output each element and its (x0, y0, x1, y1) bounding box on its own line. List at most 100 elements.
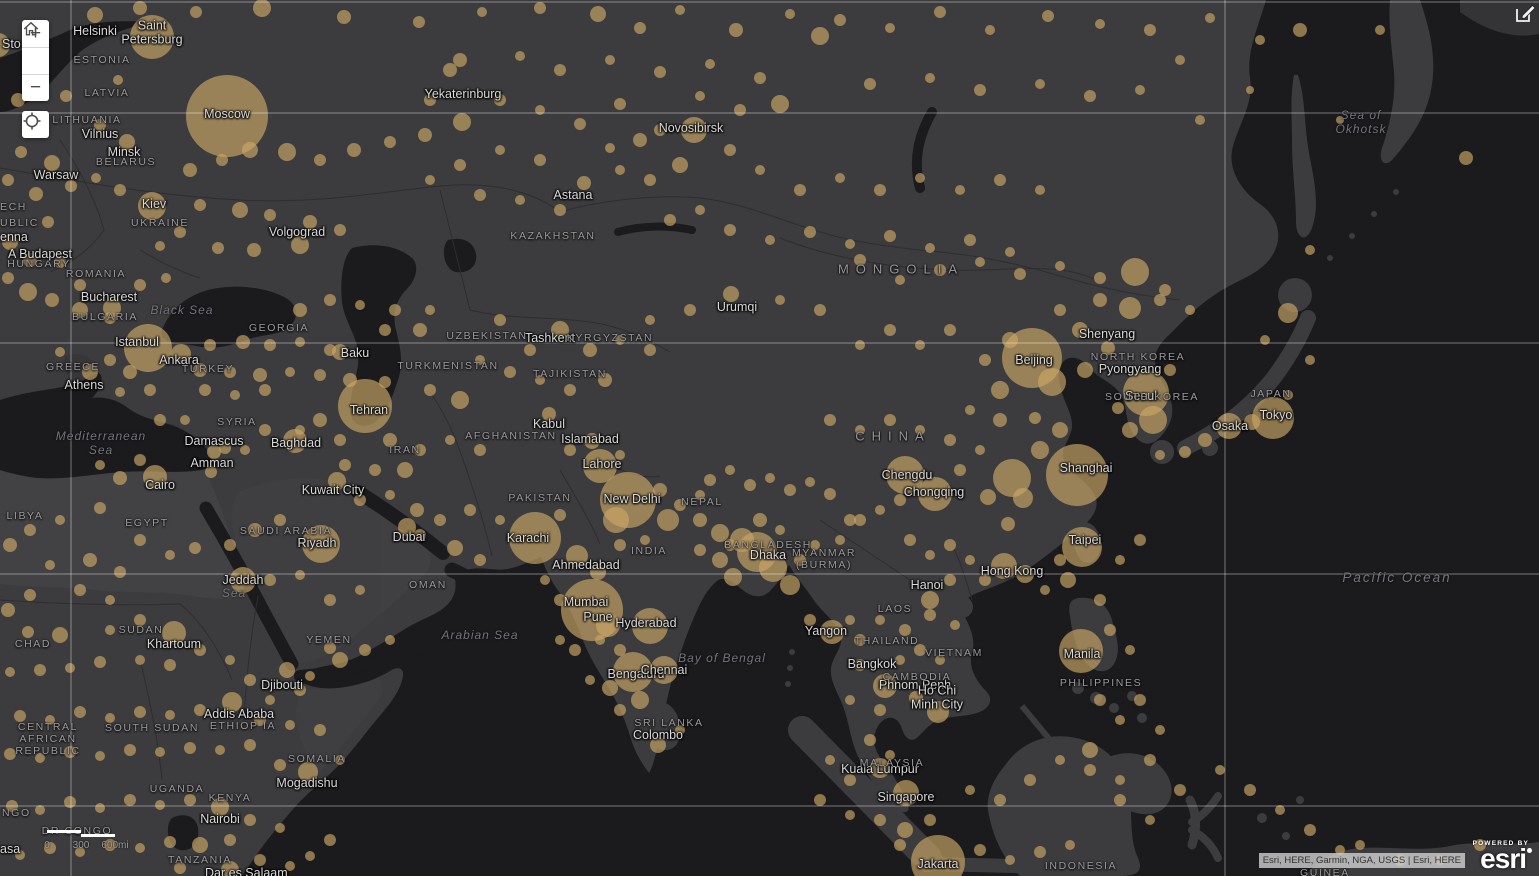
city-population-bubble[interactable] (615, 335, 625, 345)
city-population-bubble[interactable] (45, 715, 55, 725)
city-population-bubble[interactable] (305, 671, 315, 681)
city-population-bubble[interactable] (253, 368, 267, 382)
city-population-bubble[interactable] (1119, 297, 1141, 319)
city-population-bubble[interactable] (1059, 629, 1103, 673)
city-population-bubble[interactable] (264, 209, 276, 221)
city-population-bubble[interactable] (1055, 755, 1065, 765)
city-population-bubble[interactable] (389, 304, 401, 316)
city-population-bubble[interactable] (1125, 645, 1135, 655)
city-population-bubble[interactable] (820, 620, 844, 644)
city-population-bubble[interactable] (870, 758, 890, 778)
city-population-bubble[interactable] (886, 456, 924, 494)
city-population-bubble[interactable] (723, 286, 739, 302)
city-population-bubble[interactable] (385, 635, 395, 645)
city-population-bubble[interactable] (884, 414, 896, 426)
city-population-bubble[interactable] (91, 173, 101, 183)
city-population-bubble[interactable] (893, 780, 919, 806)
city-population-bubble[interactable] (275, 823, 285, 833)
city-population-bubble[interactable] (494, 314, 506, 326)
city-population-bubble[interactable] (844, 514, 856, 526)
city-population-bubble[interactable] (1335, 845, 1345, 855)
city-population-bubble[interactable] (495, 515, 505, 525)
city-population-bubble[interactable] (55, 347, 65, 357)
city-population-bubble[interactable] (1175, 55, 1185, 65)
city-population-bubble[interactable] (1260, 335, 1270, 345)
city-population-bubble[interactable] (935, 655, 945, 665)
city-population-bubble[interactable] (14, 710, 26, 722)
city-population-bubble[interactable] (724, 568, 742, 586)
city-population-bubble[interactable] (194, 199, 206, 211)
city-population-bubble[interactable] (1082, 742, 1098, 758)
city-population-bubble[interactable] (240, 445, 250, 455)
city-population-bubble[interactable] (897, 822, 913, 838)
city-population-bubble[interactable] (72, 302, 88, 318)
city-population-bubble[interactable] (337, 10, 351, 24)
city-population-bubble[interactable] (631, 691, 649, 709)
city-population-bubble[interactable] (634, 22, 646, 34)
city-population-bubble[interactable] (1054, 554, 1066, 566)
city-population-bubble[interactable] (495, 145, 505, 155)
city-population-bubble[interactable] (324, 834, 336, 846)
city-population-bubble[interactable] (524, 344, 536, 356)
city-population-bubble[interactable] (564, 444, 576, 456)
city-population-bubble[interactable] (1205, 13, 1215, 23)
city-population-bubble[interactable] (725, 465, 735, 475)
city-population-bubble[interactable] (1255, 35, 1265, 45)
city-population-bubble[interactable] (1038, 368, 1066, 396)
city-population-bubble[interactable] (754, 72, 766, 84)
city-population-bubble[interactable] (324, 344, 336, 356)
city-population-bubble[interactable] (654, 66, 666, 78)
city-population-bubble[interactable] (184, 742, 196, 754)
city-population-bubble[interactable] (64, 796, 76, 808)
city-population-bubble[interactable] (199, 384, 211, 396)
city-population-bubble[interactable] (74, 279, 86, 291)
city-population-bubble[interactable] (190, 6, 202, 18)
city-population-bubble[interactable] (2, 234, 18, 250)
city-population-bubble[interactable] (1042, 10, 1054, 22)
city-population-bubble[interactable] (765, 235, 775, 245)
city-population-bubble[interactable] (603, 507, 629, 533)
city-population-bubble[interactable] (780, 575, 800, 595)
city-population-bubble[interactable] (1246, 86, 1254, 94)
city-population-bubble[interactable] (155, 747, 165, 757)
city-population-bubble[interactable] (215, 745, 225, 755)
city-population-bubble[interactable] (1013, 488, 1033, 508)
city-population-bubble[interactable] (875, 505, 885, 515)
city-population-bubble[interactable] (22, 626, 34, 638)
city-population-bubble[interactable] (873, 674, 897, 698)
city-population-bubble[interactable] (224, 366, 236, 378)
city-population-bubble[interactable] (204, 339, 216, 351)
city-population-bubble[interactable] (83, 553, 97, 567)
city-population-bubble[interactable] (854, 254, 866, 266)
city-population-bubble[interactable] (474, 444, 486, 456)
city-population-bubble[interactable] (614, 704, 626, 716)
city-population-bubble[interactable] (425, 305, 435, 315)
city-population-bubble[interactable] (925, 243, 935, 253)
city-population-bubble[interactable] (189, 542, 201, 554)
city-population-bubble[interactable] (359, 644, 371, 656)
city-population-bubble[interactable] (443, 63, 457, 77)
city-population-bubble[interactable] (884, 324, 896, 336)
city-population-bubble[interactable] (216, 154, 228, 166)
city-population-bubble[interactable] (1195, 115, 1205, 125)
city-population-bubble[interactable] (934, 264, 946, 276)
city-population-bubble[interactable] (804, 226, 816, 238)
city-population-bubble[interactable] (653, 483, 667, 497)
city-population-bubble[interactable] (1005, 247, 1015, 257)
city-population-bubble[interactable] (410, 503, 424, 517)
city-population-bubble[interactable] (434, 514, 446, 526)
city-population-bubble[interactable] (895, 275, 905, 285)
city-population-bubble[interactable] (15, 850, 25, 860)
city-population-bubble[interactable] (994, 794, 1006, 806)
city-population-bubble[interactable] (1134, 694, 1146, 706)
city-population-bubble[interactable] (535, 375, 545, 385)
city-population-bubble[interactable] (347, 143, 361, 157)
city-population-bubble[interactable] (921, 591, 939, 609)
city-population-bubble[interactable] (75, 847, 85, 857)
city-population-bubble[interactable] (1144, 754, 1156, 766)
city-population-bubble[interactable] (1046, 444, 1108, 506)
city-population-bubble[interactable] (569, 644, 581, 656)
city-population-bubble[interactable] (45, 560, 55, 570)
city-population-bubble[interactable] (219, 442, 231, 454)
city-population-bubble[interactable] (911, 835, 965, 876)
